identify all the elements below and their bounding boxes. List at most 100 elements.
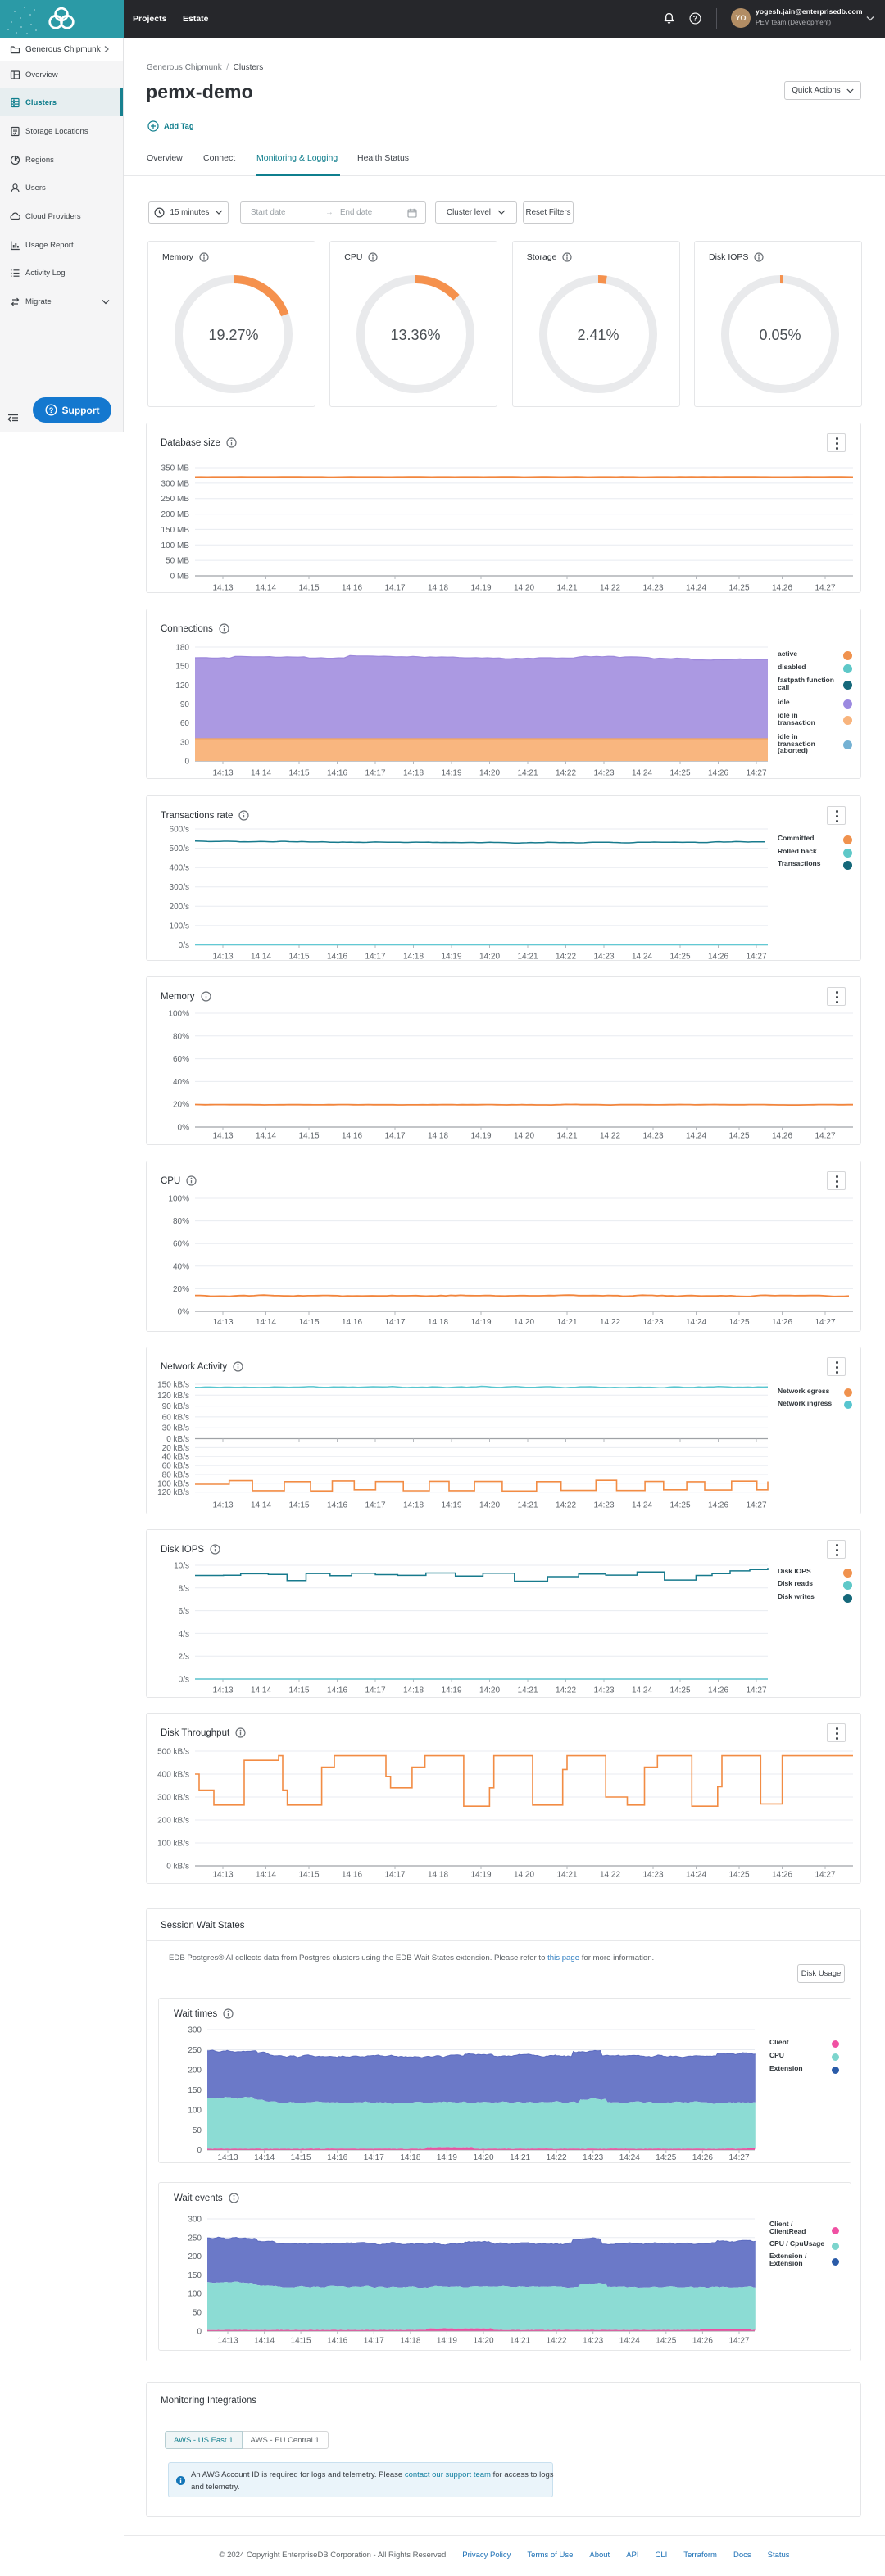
svg-text:14:16: 14:16: [327, 769, 347, 778]
svg-text:14:23: 14:23: [583, 2153, 603, 2162]
svg-text:0 kB/s: 0 kB/s: [166, 1863, 189, 1872]
svg-text:14:21: 14:21: [517, 952, 538, 960]
svg-text:14:22: 14:22: [600, 584, 620, 593]
svg-text:14:14: 14:14: [256, 1318, 276, 1327]
svg-text:14:15: 14:15: [288, 769, 309, 778]
svg-text:14:15: 14:15: [298, 1132, 319, 1141]
svg-text:14:21: 14:21: [556, 1871, 577, 1880]
svg-text:14:16: 14:16: [342, 1871, 362, 1880]
svg-text:14:26: 14:26: [708, 1686, 728, 1695]
svg-text:90 kB/s: 90 kB/s: [162, 1402, 189, 1411]
svg-text:19.27%: 19.27%: [208, 327, 258, 343]
svg-text:14:23: 14:23: [583, 2337, 603, 2346]
svg-text:14:20: 14:20: [479, 952, 500, 960]
svg-text:14:19: 14:19: [437, 2153, 457, 2162]
svg-text:14:20: 14:20: [473, 2153, 493, 2162]
svg-text:14:20: 14:20: [473, 2337, 493, 2346]
svg-text:14:27: 14:27: [728, 2337, 749, 2346]
svg-text:14:20: 14:20: [479, 1686, 500, 1695]
svg-text:14:14: 14:14: [256, 1871, 276, 1880]
svg-text:0 MB: 0 MB: [170, 573, 190, 582]
svg-text:14:27: 14:27: [815, 1318, 835, 1327]
svg-text:14:14: 14:14: [251, 952, 271, 960]
svg-text:200 MB: 200 MB: [161, 510, 190, 519]
svg-text:14:19: 14:19: [441, 1501, 461, 1510]
svg-text:14:20: 14:20: [514, 1871, 534, 1880]
svg-text:14:20: 14:20: [479, 769, 500, 778]
svg-text:14:15: 14:15: [288, 1501, 309, 1510]
svg-text:40%: 40%: [173, 1078, 189, 1087]
svg-text:14:16: 14:16: [327, 1501, 347, 1510]
svg-text:14:25: 14:25: [669, 1501, 690, 1510]
svg-text:14:18: 14:18: [428, 584, 448, 593]
svg-text:300/s: 300/s: [170, 883, 189, 892]
svg-text:14:19: 14:19: [470, 1318, 491, 1327]
svg-text:300 kB/s: 300 kB/s: [157, 1794, 189, 1803]
svg-text:14:15: 14:15: [291, 2153, 311, 2162]
svg-text:40%: 40%: [173, 1262, 189, 1271]
svg-text:14:25: 14:25: [669, 1686, 690, 1695]
svg-text:14:24: 14:24: [620, 2153, 640, 2162]
svg-text:14:27: 14:27: [746, 1501, 766, 1510]
svg-text:14:23: 14:23: [593, 1501, 614, 1510]
svg-text:14:17: 14:17: [384, 1871, 405, 1880]
svg-text:120 kB/s: 120 kB/s: [157, 1392, 189, 1401]
svg-text:14:26: 14:26: [692, 2153, 713, 2162]
svg-text:14:24: 14:24: [686, 1871, 706, 1880]
svg-text:14:26: 14:26: [708, 952, 728, 960]
svg-text:200 kB/s: 200 kB/s: [157, 1817, 189, 1826]
svg-text:14:17: 14:17: [384, 1132, 405, 1141]
svg-text:200: 200: [188, 2252, 202, 2261]
svg-text:60 kB/s: 60 kB/s: [162, 1413, 189, 1422]
svg-text:50 MB: 50 MB: [166, 557, 189, 566]
svg-text:14:27: 14:27: [815, 584, 835, 593]
svg-text:8/s: 8/s: [179, 1584, 189, 1593]
svg-text:0: 0: [184, 758, 189, 767]
svg-text:14:14: 14:14: [254, 2153, 275, 2162]
svg-text:14:25: 14:25: [728, 584, 749, 593]
svg-text:14:20: 14:20: [514, 1132, 534, 1141]
svg-text:20%: 20%: [173, 1101, 189, 1110]
svg-text:10/s: 10/s: [174, 1562, 189, 1571]
svg-text:14:27: 14:27: [746, 952, 766, 960]
svg-text:14:13: 14:13: [212, 1501, 233, 1510]
svg-text:20 kB/s: 20 kB/s: [162, 1444, 189, 1453]
svg-text:14:24: 14:24: [632, 769, 652, 778]
svg-text:200/s: 200/s: [170, 903, 189, 912]
svg-text:200: 200: [188, 2066, 202, 2075]
svg-text:14:24: 14:24: [686, 1318, 706, 1327]
svg-text:250 MB: 250 MB: [161, 495, 190, 504]
svg-text:80 kB/s: 80 kB/s: [162, 1471, 189, 1480]
svg-text:0 kB/s: 0 kB/s: [166, 1435, 189, 1444]
svg-text:14:20: 14:20: [514, 584, 534, 593]
svg-text:14:19: 14:19: [441, 769, 461, 778]
svg-text:0%: 0%: [178, 1308, 190, 1317]
svg-text:14:16: 14:16: [327, 2153, 347, 2162]
svg-text:300: 300: [188, 2216, 202, 2225]
svg-text:14:13: 14:13: [217, 2153, 238, 2162]
svg-text:14:17: 14:17: [365, 1501, 385, 1510]
svg-text:14:13: 14:13: [212, 1318, 233, 1327]
svg-text:100: 100: [188, 2290, 202, 2299]
svg-text:150 kB/s: 150 kB/s: [157, 1381, 189, 1390]
svg-text:60%: 60%: [173, 1055, 189, 1064]
svg-text:6/s: 6/s: [179, 1607, 189, 1616]
svg-text:150: 150: [188, 2086, 202, 2095]
svg-text:2.41%: 2.41%: [577, 327, 619, 343]
svg-text:14:23: 14:23: [593, 1686, 614, 1695]
svg-text:14:14: 14:14: [251, 1686, 271, 1695]
svg-text:14:14: 14:14: [251, 769, 271, 778]
svg-text:2/s: 2/s: [179, 1653, 189, 1662]
svg-text:120: 120: [175, 681, 189, 690]
svg-text:14:27: 14:27: [728, 2153, 749, 2162]
svg-text:14:18: 14:18: [400, 2337, 420, 2346]
svg-text:14:25: 14:25: [656, 2153, 676, 2162]
svg-text:14:27: 14:27: [815, 1132, 835, 1141]
svg-text:14:26: 14:26: [772, 1132, 792, 1141]
svg-text:14:15: 14:15: [298, 1871, 319, 1880]
svg-text:14:16: 14:16: [327, 2337, 347, 2346]
svg-text:14:16: 14:16: [342, 584, 362, 593]
svg-text:14:24: 14:24: [686, 1132, 706, 1141]
svg-text:14:23: 14:23: [642, 1318, 663, 1327]
svg-text:14:22: 14:22: [556, 1686, 576, 1695]
